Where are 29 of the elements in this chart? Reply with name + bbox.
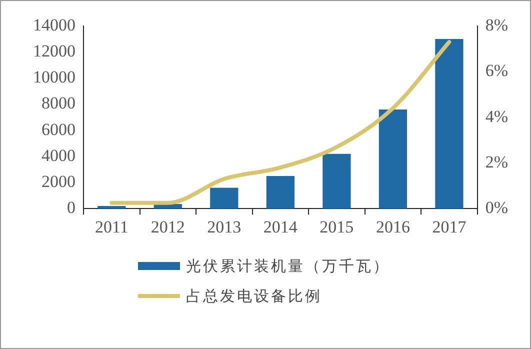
y-tick-label: 12000 <box>33 42 76 61</box>
x-tick-label: 2015 <box>320 217 354 236</box>
y2-tick-label: 4% <box>485 106 508 126</box>
legend-label: 占总发电设备比例 <box>186 286 322 306</box>
bar <box>435 39 464 209</box>
bar <box>210 188 238 209</box>
bar <box>378 109 408 209</box>
x-tick-label: 2011 <box>94 217 128 236</box>
y2-tick-label: 6% <box>485 61 508 80</box>
y-tick-label: 4000 <box>42 146 76 165</box>
y-tick-label: 0 <box>67 198 76 218</box>
bar <box>266 176 294 209</box>
x-tick-label: 2016 <box>376 217 410 236</box>
x-tick-label: 2017 <box>432 217 467 236</box>
x-tick-label: 2014 <box>263 217 298 236</box>
y-tick-label: 6000 <box>42 120 76 139</box>
y-tick-label: 2000 <box>42 172 76 191</box>
legend-label: 光伏累计装机量（万千瓦） <box>186 256 390 276</box>
y-tick-label: 14000 <box>33 15 76 34</box>
bar <box>322 154 351 209</box>
bar <box>98 206 126 209</box>
x-tick-label: 2012 <box>150 217 185 236</box>
y-tick-label: 10000 <box>33 68 76 87</box>
y2-tick-label: 8% <box>485 15 508 34</box>
y2-tick-label: 0% <box>485 198 508 218</box>
y-tick-label: 8000 <box>42 94 76 113</box>
y2-tick-label: 2% <box>485 152 508 172</box>
x-tick-label: 2013 <box>207 217 242 236</box>
line-series <box>110 40 452 205</box>
